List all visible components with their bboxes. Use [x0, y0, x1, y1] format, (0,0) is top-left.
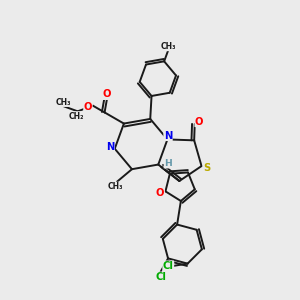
Text: CH₃: CH₃	[56, 98, 71, 106]
Text: S: S	[203, 163, 210, 172]
Text: N: N	[164, 130, 172, 140]
Text: O: O	[195, 117, 203, 127]
Text: CH₃: CH₃	[160, 42, 176, 51]
Text: H: H	[164, 159, 172, 168]
Text: Cl: Cl	[163, 261, 174, 271]
Text: O: O	[84, 102, 92, 112]
Text: CH₂: CH₂	[68, 112, 84, 121]
Text: CH₃: CH₃	[108, 182, 123, 191]
Text: O: O	[102, 89, 111, 100]
Text: O: O	[156, 188, 164, 198]
Text: N: N	[106, 142, 115, 152]
Text: Cl: Cl	[155, 272, 166, 282]
